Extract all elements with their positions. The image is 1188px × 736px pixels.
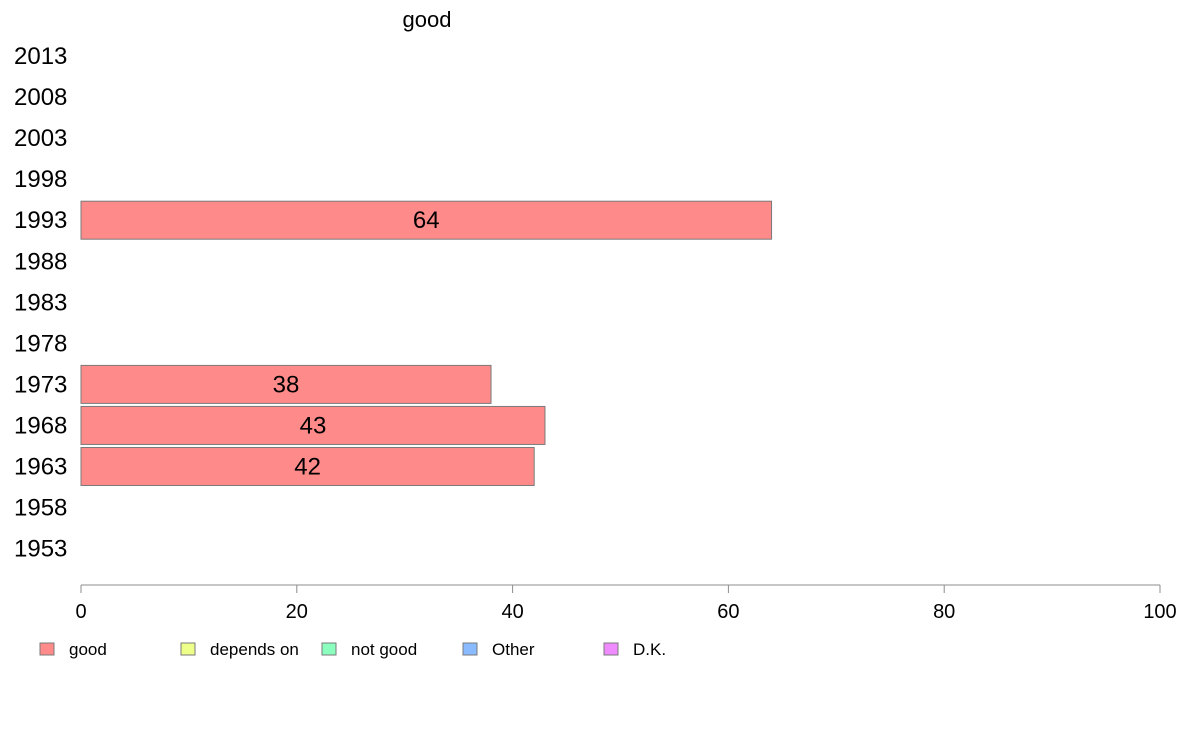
category-label-1968: 1968 (14, 412, 67, 439)
category-label-1963: 1963 (14, 454, 67, 481)
legend-label-other: Other (492, 640, 535, 659)
category-label-1953: 1953 (14, 536, 67, 563)
legend-label-d-k: D.K. (633, 640, 666, 659)
legend-swatch-depends-on (180, 642, 196, 656)
x-tick-label-100: 100 (1143, 601, 1176, 623)
bars (80, 200, 773, 486)
x-axis: 0 20 40 60 80 100 (75, 584, 1177, 623)
category-label-1988: 1988 (14, 248, 67, 275)
category-label-2013: 2013 (14, 43, 67, 70)
legend-swatch-d-k (603, 642, 619, 656)
x-tick-label-80: 80 (933, 601, 955, 623)
value-label-1973: 38 (273, 371, 300, 398)
category-label-1958: 1958 (14, 495, 67, 522)
category-label-1978: 1978 (14, 330, 67, 357)
legend-label-good: good (69, 640, 107, 659)
legend-swatch-other (462, 642, 478, 656)
legend-swatch-not-good (321, 642, 337, 656)
category-labels: 2013 2008 2003 1998 1993 1988 1983 1978 1973 1968… (14, 43, 67, 563)
category-label-1993: 1993 (14, 207, 67, 234)
legend-label-not-good: not good (351, 640, 417, 659)
legend-label-depends-on: depends on (210, 640, 299, 659)
bar-1968 (80, 405, 546, 445)
x-tick-label-40: 40 (501, 601, 523, 623)
legend: good depends on not good Other D.K. (39, 640, 666, 659)
chart-title: good (403, 7, 452, 32)
bar-1973 (80, 364, 492, 404)
category-label-2008: 2008 (14, 84, 67, 111)
value-label-1968: 43 (300, 412, 327, 439)
category-label-1998: 1998 (14, 166, 67, 193)
x-tick-label-20: 20 (286, 601, 308, 623)
x-tick-label-60: 60 (717, 601, 739, 623)
bar-1993 (80, 200, 773, 240)
bar-1963 (80, 447, 535, 486)
value-label-1963: 42 (294, 454, 321, 481)
category-label-1983: 1983 (14, 289, 67, 316)
x-tick-label-0: 0 (75, 601, 86, 623)
legend-swatch-good (39, 642, 55, 656)
value-label-1993: 64 (413, 207, 440, 234)
category-label-1973: 1973 (14, 371, 67, 398)
category-label-2003: 2003 (14, 125, 67, 152)
